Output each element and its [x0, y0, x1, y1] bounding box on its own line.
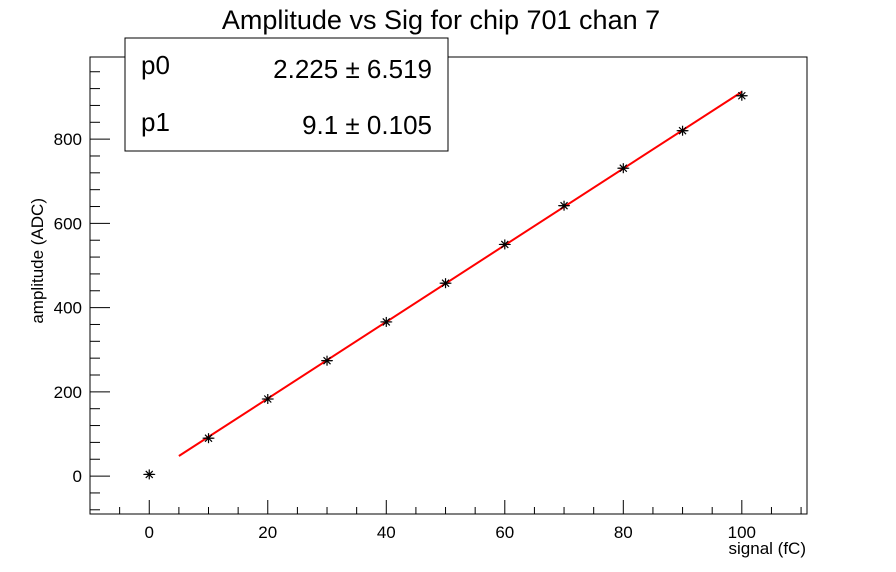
- stats-box: p0 2.225 ± 6.519 p1 9.1 ± 0.105: [124, 37, 449, 152]
- y-tick-label: 800: [54, 130, 82, 149]
- marker-stroke: [323, 356, 331, 365]
- marker-stroke: [263, 395, 272, 403]
- x-tick-label: 60: [495, 523, 514, 542]
- data-point: [558, 200, 570, 211]
- chart-title: Amplitude vs Sig for chip 701 chan 7: [222, 5, 660, 35]
- marker-stroke: [441, 279, 450, 288]
- x-tick-label: 100: [728, 523, 756, 542]
- data-point: [321, 355, 333, 366]
- marker-stroke: [619, 164, 628, 173]
- y-tick-label: 0: [73, 467, 82, 486]
- data-point: [676, 125, 689, 136]
- stat-value-p1: 9.1 ± 0.105: [302, 110, 432, 140]
- data-point: [202, 433, 215, 444]
- x-tick-label: 40: [377, 523, 396, 542]
- stat-name-p1: p1: [141, 107, 170, 137]
- y-axis-label: amplitude (ADC): [28, 198, 47, 324]
- y-tick-label: 400: [54, 299, 82, 318]
- stats-box-frame: [124, 37, 449, 152]
- x-axis-label: signal (fC): [729, 539, 806, 558]
- data-point: [143, 469, 156, 480]
- marker-stroke: [204, 434, 213, 443]
- data-point: [261, 394, 274, 405]
- data-point: [498, 239, 511, 250]
- marker-stroke: [560, 201, 568, 210]
- marker-stroke: [678, 126, 687, 135]
- y-tick-label: 200: [54, 383, 82, 402]
- stat-name-p0: p0: [141, 50, 170, 80]
- marker-stroke: [500, 240, 509, 249]
- y-axis: 0 200 400 600 800: [54, 71, 110, 511]
- data-point: [439, 278, 452, 289]
- stat-value-p0: 2.225 ± 6.519: [273, 54, 432, 84]
- x-tick-label: 80: [614, 523, 633, 542]
- data-points: [143, 90, 748, 480]
- x-tick-label: 0: [145, 523, 154, 542]
- data-point: [735, 90, 748, 101]
- data-point: [380, 316, 393, 327]
- marker-stroke: [382, 318, 391, 326]
- data-point: [617, 163, 630, 174]
- x-axis: 0 20 40 60 80 100: [89, 500, 802, 542]
- x-tick-label: 20: [258, 523, 277, 542]
- fit-line: [178, 91, 743, 457]
- marker-stroke: [145, 470, 154, 479]
- marker-stroke: [737, 91, 746, 100]
- y-tick-label: 600: [54, 214, 82, 233]
